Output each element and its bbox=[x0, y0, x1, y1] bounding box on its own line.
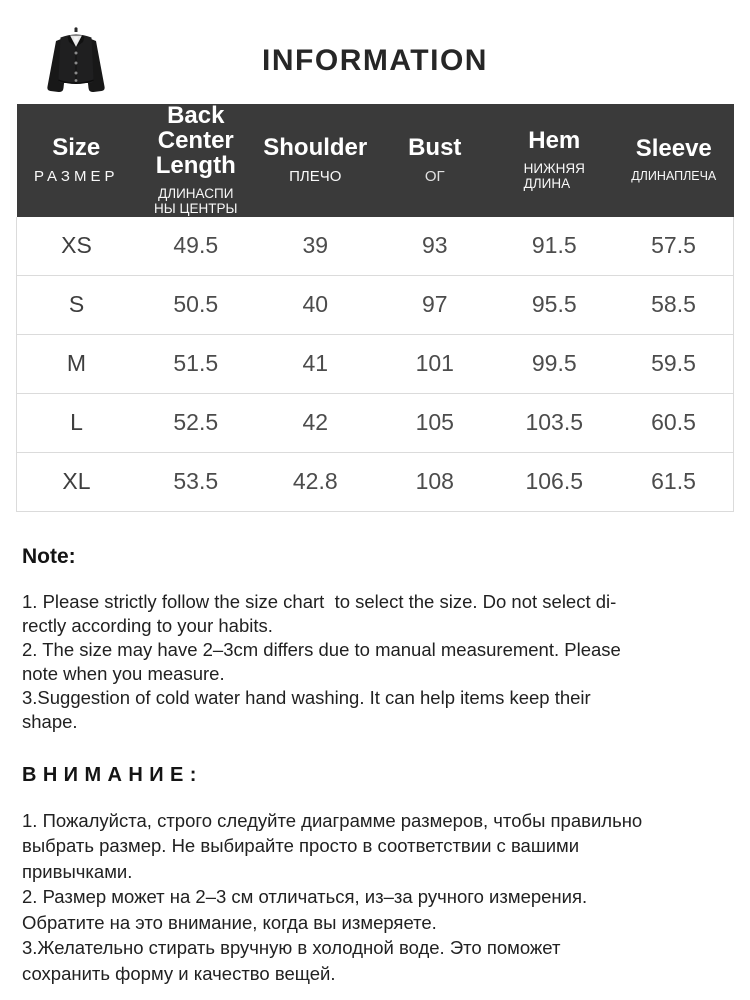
value-cell: 51.5 bbox=[136, 334, 256, 394]
column-label: Hem bbox=[528, 126, 581, 154]
column-label: Sleeve bbox=[635, 135, 712, 163]
column-sublabel: ДЛИНАПЛЕЧА bbox=[631, 169, 717, 184]
size-cell: XL bbox=[16, 452, 136, 512]
page-title: INFORMATION bbox=[262, 44, 488, 77]
size-chart-header: Size РАЗМЕР Back Center Length ДЛИНАСПИ … bbox=[16, 102, 734, 217]
value-cell: 39 bbox=[255, 216, 375, 276]
size-cell: S bbox=[16, 275, 136, 335]
product-image-jacket bbox=[36, 26, 116, 104]
notes-english-section: Note: 1. Please strictly follow the size… bbox=[22, 545, 728, 734]
value-cell: 101 bbox=[375, 334, 495, 394]
table-row-s: S 50.5 40 97 95.5 58.5 bbox=[16, 275, 734, 335]
notes-english-title: Note: bbox=[22, 544, 76, 568]
value-cell: 108 bbox=[375, 452, 495, 512]
page-header: INFORMATION bbox=[0, 0, 750, 104]
size-cell: M bbox=[16, 334, 136, 394]
size-chart-body: XS 49.5 39 93 91.5 57.5 S 50.5 40 97 95.… bbox=[16, 216, 734, 512]
notes-russian-section: ВНИМАНИЕ: 1. Пожалуйста, строго следуйте… bbox=[22, 764, 728, 987]
jacket-icon bbox=[47, 27, 105, 93]
value-cell: 41 bbox=[255, 334, 375, 394]
value-cell: 42.8 bbox=[255, 452, 375, 512]
size-cell: L bbox=[16, 393, 136, 453]
table-row-xs: XS 49.5 39 93 91.5 57.5 bbox=[16, 216, 734, 276]
value-cell: 91.5 bbox=[494, 216, 614, 276]
column-header-size: Size РАЗМЕР bbox=[16, 104, 136, 217]
column-label: Back Center Length bbox=[155, 102, 236, 179]
value-cell: 61.5 bbox=[614, 452, 734, 512]
value-cell: 99.5 bbox=[494, 334, 614, 394]
notes-russian-title: ВНИМАНИЕ: bbox=[22, 763, 203, 786]
column-header-back-center-length: Back Center Length ДЛИНАСПИ НЫ ЦЕНТРЫ bbox=[136, 102, 256, 217]
value-cell: 49.5 bbox=[136, 216, 256, 276]
column-sublabel: РАЗМЕР bbox=[34, 167, 119, 185]
value-cell: 40 bbox=[255, 275, 375, 335]
table-row-m: M 51.5 41 101 99.5 59.5 bbox=[16, 334, 734, 394]
column-sublabel: ОГ bbox=[424, 167, 445, 185]
column-header-bust: Bust ОГ bbox=[375, 104, 495, 217]
column-label: Bust bbox=[408, 133, 462, 161]
size-cell: XS bbox=[16, 216, 136, 276]
value-cell: 53.5 bbox=[136, 452, 256, 512]
value-cell: 97 bbox=[375, 275, 495, 335]
column-sublabel: ДЛИНАСПИ НЫ ЦЕНТРЫ bbox=[154, 185, 238, 217]
column-label: Size bbox=[52, 133, 101, 161]
column-header-hem: Hem НИЖНЯЯ ДЛИНА bbox=[494, 104, 614, 217]
table-row-xl: XL 53.5 42.8 108 106.5 61.5 bbox=[16, 452, 734, 512]
column-header-sleeve: Sleeve ДЛИНАПЛЕЧА bbox=[614, 104, 734, 217]
value-cell: 57.5 bbox=[614, 216, 734, 276]
column-label: Shoulder bbox=[263, 133, 368, 161]
value-cell: 106.5 bbox=[494, 452, 614, 512]
value-cell: 42 bbox=[255, 393, 375, 453]
notes-russian-body: 1. Пожалуйста, строго следуйте диаграмме… bbox=[22, 809, 643, 984]
value-cell: 59.5 bbox=[614, 334, 734, 394]
value-cell: 60.5 bbox=[614, 393, 734, 453]
value-cell: 95.5 bbox=[494, 275, 614, 335]
size-chart-table: Size РАЗМЕР Back Center Length ДЛИНАСПИ … bbox=[16, 102, 734, 512]
column-sublabel: НИЖНЯЯ ДЛИНА bbox=[523, 160, 585, 192]
value-cell: 52.5 bbox=[136, 393, 256, 453]
header-row: Size РАЗМЕР Back Center Length ДЛИНАСПИ … bbox=[16, 102, 734, 217]
value-cell: 103.5 bbox=[494, 393, 614, 453]
column-header-shoulder: Shoulder ПЛЕЧО bbox=[255, 104, 375, 217]
value-cell: 50.5 bbox=[136, 275, 256, 335]
value-cell: 105 bbox=[375, 393, 495, 453]
column-sublabel: ПЛЕЧО bbox=[289, 167, 342, 185]
notes-english-body: 1. Please strictly follow the size chart… bbox=[22, 590, 621, 732]
value-cell: 58.5 bbox=[614, 275, 734, 335]
table-row-l: L 52.5 42 105 103.5 60.5 bbox=[16, 393, 734, 453]
value-cell: 93 bbox=[375, 216, 495, 276]
